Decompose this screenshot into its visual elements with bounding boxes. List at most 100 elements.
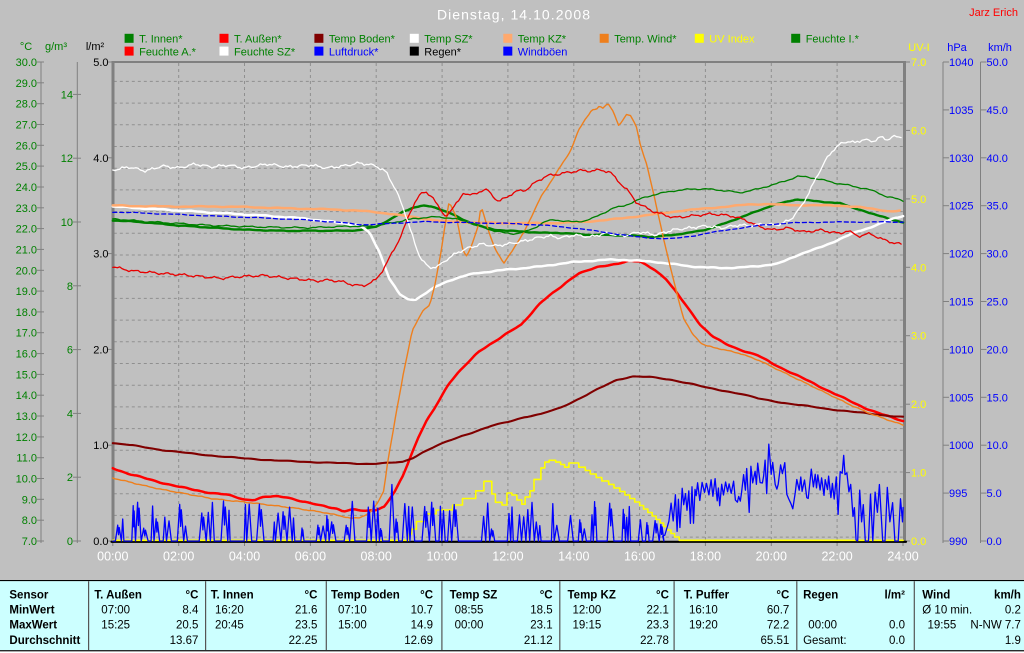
svg-text:l/m²: l/m² [885, 589, 906, 601]
svg-text:Temp KZ: Temp KZ [568, 589, 616, 601]
svg-text:14.0: 14.0 [16, 390, 37, 402]
svg-text:20.0: 20.0 [987, 344, 1008, 356]
svg-text:Regen: Regen [803, 589, 838, 601]
svg-text:Feuchte SZ*: Feuchte SZ* [234, 46, 296, 58]
svg-text:24:00: 24:00 [887, 550, 918, 564]
svg-text:4.0: 4.0 [911, 262, 926, 274]
svg-text:20:00: 20:00 [756, 550, 787, 564]
svg-text:N-NW 7.7: N-NW 7.7 [970, 620, 1020, 632]
svg-text:1010: 1010 [949, 344, 973, 356]
svg-text:°C: °C [304, 589, 317, 601]
svg-text:1025: 1025 [949, 201, 973, 213]
svg-text:72.2: 72.2 [767, 620, 789, 632]
svg-text:km/h: km/h [988, 42, 1012, 54]
svg-text:°C: °C [540, 589, 553, 601]
svg-text:10.0: 10.0 [987, 440, 1008, 452]
svg-text:26.0: 26.0 [16, 140, 37, 152]
svg-text:12:00: 12:00 [492, 550, 523, 564]
svg-text:9.0: 9.0 [22, 494, 37, 506]
svg-text:1035: 1035 [949, 105, 973, 117]
svg-text:15.0: 15.0 [987, 392, 1008, 404]
svg-text:0.0: 0.0 [889, 635, 905, 647]
svg-text:l/m²: l/m² [86, 41, 105, 53]
svg-text:°C: °C [420, 589, 433, 601]
svg-text:16:00: 16:00 [624, 550, 655, 564]
svg-text:22.1: 22.1 [647, 605, 669, 617]
svg-text:1030: 1030 [949, 153, 973, 165]
svg-text:°C: °C [776, 589, 789, 601]
svg-text:35.0: 35.0 [987, 201, 1008, 213]
svg-text:Windböen: Windböen [518, 46, 568, 58]
svg-text:T. Puffer: T. Puffer [684, 589, 730, 601]
svg-text:04:00: 04:00 [229, 550, 260, 564]
svg-text:25.0: 25.0 [987, 297, 1008, 309]
svg-text:Wind: Wind [922, 589, 950, 601]
svg-text:8.0: 8.0 [22, 515, 37, 527]
svg-text:7.0: 7.0 [22, 536, 37, 548]
svg-text:Jarz Erich: Jarz Erich [969, 7, 1018, 19]
svg-text:Temp SZ: Temp SZ [450, 589, 498, 601]
svg-text:19.0: 19.0 [16, 286, 37, 298]
svg-text:T. Innen: T. Innen [211, 589, 254, 601]
svg-text:6: 6 [67, 345, 73, 357]
svg-text:MaxWert: MaxWert [9, 620, 57, 632]
svg-text:65.51: 65.51 [761, 635, 790, 647]
svg-text:12: 12 [61, 153, 73, 165]
svg-text:0.0: 0.0 [889, 620, 905, 632]
svg-text:06:00: 06:00 [295, 550, 326, 564]
svg-text:Ø 10 min.: Ø 10 min. [922, 605, 972, 617]
svg-text:20:45: 20:45 [215, 620, 244, 632]
svg-text:27.0: 27.0 [16, 120, 37, 132]
svg-text:18:00: 18:00 [690, 550, 721, 564]
svg-text:8.4: 8.4 [182, 605, 199, 617]
svg-text:0: 0 [67, 536, 73, 548]
svg-text:12.0: 12.0 [16, 432, 37, 444]
svg-text:g/m³: g/m³ [45, 41, 67, 53]
svg-text:4.0: 4.0 [93, 153, 108, 165]
svg-text:0.0: 0.0 [987, 536, 1002, 548]
svg-text:Dienstag, 14.10.2008: Dienstag, 14.10.2008 [437, 7, 591, 23]
svg-text:15:25: 15:25 [101, 620, 130, 632]
svg-text:15.0: 15.0 [16, 369, 37, 381]
svg-text:45.0: 45.0 [987, 105, 1008, 117]
svg-text:10.7: 10.7 [411, 605, 433, 617]
svg-text:22.0: 22.0 [16, 224, 37, 236]
svg-text:23.1: 23.1 [530, 620, 552, 632]
svg-text:5.0: 5.0 [93, 57, 108, 69]
svg-text:4: 4 [67, 408, 73, 420]
svg-text:1040: 1040 [949, 57, 973, 69]
svg-text:990: 990 [949, 536, 967, 548]
svg-text:16:20: 16:20 [215, 605, 244, 617]
svg-text:8: 8 [67, 281, 73, 293]
svg-text:16.0: 16.0 [16, 349, 37, 361]
svg-text:08:00: 08:00 [361, 550, 392, 564]
svg-text:Luftdruck*: Luftdruck* [329, 46, 379, 58]
svg-text:07:10: 07:10 [338, 605, 367, 617]
svg-text:6.0: 6.0 [911, 125, 926, 137]
svg-text:3.0: 3.0 [911, 331, 926, 343]
svg-text:Regen*: Regen* [424, 46, 461, 58]
svg-text:19:15: 19:15 [573, 620, 602, 632]
svg-text:1005: 1005 [949, 392, 973, 404]
svg-text:30.0: 30.0 [16, 57, 37, 69]
svg-text:Temp Boden: Temp Boden [331, 589, 400, 601]
svg-text:24.0: 24.0 [16, 182, 37, 194]
svg-text:hPa: hPa [947, 42, 967, 54]
svg-text:Temp KZ*: Temp KZ* [518, 34, 567, 46]
svg-text:2.0: 2.0 [911, 399, 926, 411]
svg-text:10:00: 10:00 [426, 550, 457, 564]
svg-text:28.0: 28.0 [16, 99, 37, 111]
svg-text:Temp Boden*: Temp Boden* [329, 34, 396, 46]
svg-text:12.69: 12.69 [404, 635, 433, 647]
svg-text:2.0: 2.0 [93, 344, 108, 356]
svg-text:00:00: 00:00 [808, 620, 837, 632]
svg-text:995: 995 [949, 488, 967, 500]
svg-text:11.0: 11.0 [16, 453, 37, 465]
svg-text:1000: 1000 [949, 440, 973, 452]
svg-text:7.0: 7.0 [911, 57, 926, 69]
svg-text:MinWert: MinWert [9, 605, 54, 617]
svg-text:0.0: 0.0 [93, 536, 108, 548]
svg-text:20.5: 20.5 [176, 620, 198, 632]
svg-text:60.7: 60.7 [767, 605, 789, 617]
svg-text:5.0: 5.0 [987, 488, 1002, 500]
